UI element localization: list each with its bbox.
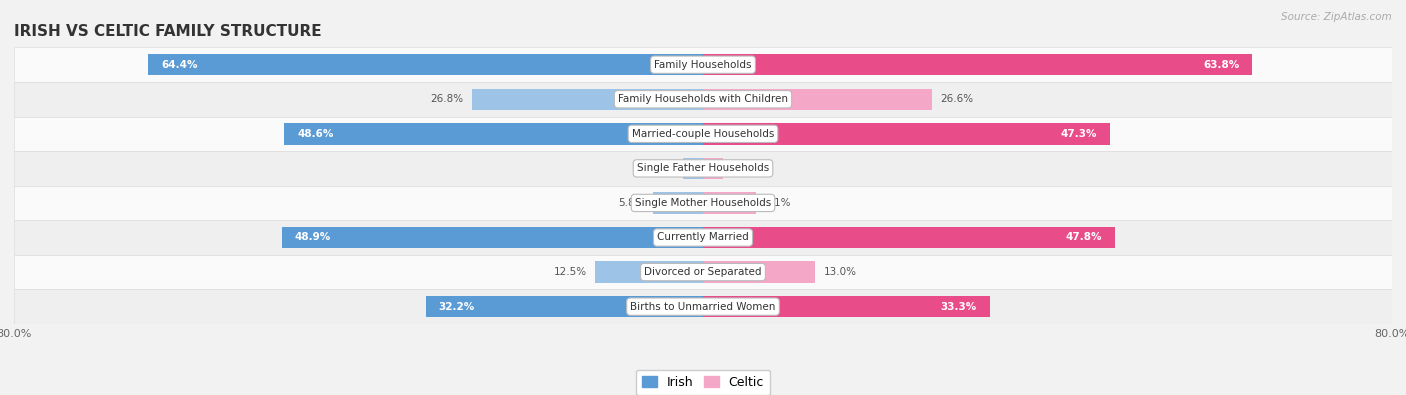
Bar — [703, 158, 723, 179]
Text: 26.6%: 26.6% — [941, 94, 974, 104]
Text: 64.4%: 64.4% — [162, 60, 198, 70]
Text: 2.3%: 2.3% — [731, 164, 758, 173]
Text: 47.8%: 47.8% — [1066, 233, 1102, 243]
Text: Divorced or Separated: Divorced or Separated — [644, 267, 762, 277]
Text: Family Households: Family Households — [654, 60, 752, 70]
Bar — [703, 123, 1111, 145]
Bar — [14, 255, 1392, 289]
Text: Family Households with Children: Family Households with Children — [619, 94, 787, 104]
Bar — [14, 151, 1392, 186]
Text: 32.2%: 32.2% — [439, 302, 475, 312]
Text: 26.8%: 26.8% — [430, 94, 464, 104]
Bar — [703, 54, 1253, 75]
Bar — [281, 227, 703, 248]
Bar — [149, 54, 703, 75]
Bar — [703, 88, 932, 110]
Bar — [472, 88, 703, 110]
Text: 5.8%: 5.8% — [619, 198, 644, 208]
Bar — [14, 82, 1392, 117]
Text: 13.0%: 13.0% — [824, 267, 856, 277]
Bar — [652, 192, 703, 214]
Bar — [703, 261, 815, 283]
Text: IRISH VS CELTIC FAMILY STRUCTURE: IRISH VS CELTIC FAMILY STRUCTURE — [14, 24, 322, 39]
Bar — [683, 158, 703, 179]
Text: Source: ZipAtlas.com: Source: ZipAtlas.com — [1281, 12, 1392, 22]
Bar — [703, 296, 990, 317]
Text: 2.3%: 2.3% — [648, 164, 675, 173]
Bar — [14, 220, 1392, 255]
Text: 63.8%: 63.8% — [1204, 60, 1240, 70]
Bar — [14, 117, 1392, 151]
Bar — [426, 296, 703, 317]
Text: Births to Unmarried Women: Births to Unmarried Women — [630, 302, 776, 312]
Bar — [14, 186, 1392, 220]
Text: 33.3%: 33.3% — [941, 302, 977, 312]
Text: 48.6%: 48.6% — [298, 129, 333, 139]
Text: Married-couple Households: Married-couple Households — [631, 129, 775, 139]
Legend: Irish, Celtic: Irish, Celtic — [636, 370, 770, 395]
Text: 47.3%: 47.3% — [1062, 129, 1098, 139]
Bar — [284, 123, 703, 145]
Text: Currently Married: Currently Married — [657, 233, 749, 243]
Bar — [595, 261, 703, 283]
Text: 6.1%: 6.1% — [763, 198, 790, 208]
Text: 12.5%: 12.5% — [554, 267, 586, 277]
Text: Single Mother Households: Single Mother Households — [636, 198, 770, 208]
Bar — [14, 47, 1392, 82]
Text: 48.9%: 48.9% — [295, 233, 330, 243]
Bar — [14, 289, 1392, 324]
Text: Single Father Households: Single Father Households — [637, 164, 769, 173]
Bar — [703, 192, 755, 214]
Bar — [703, 227, 1115, 248]
